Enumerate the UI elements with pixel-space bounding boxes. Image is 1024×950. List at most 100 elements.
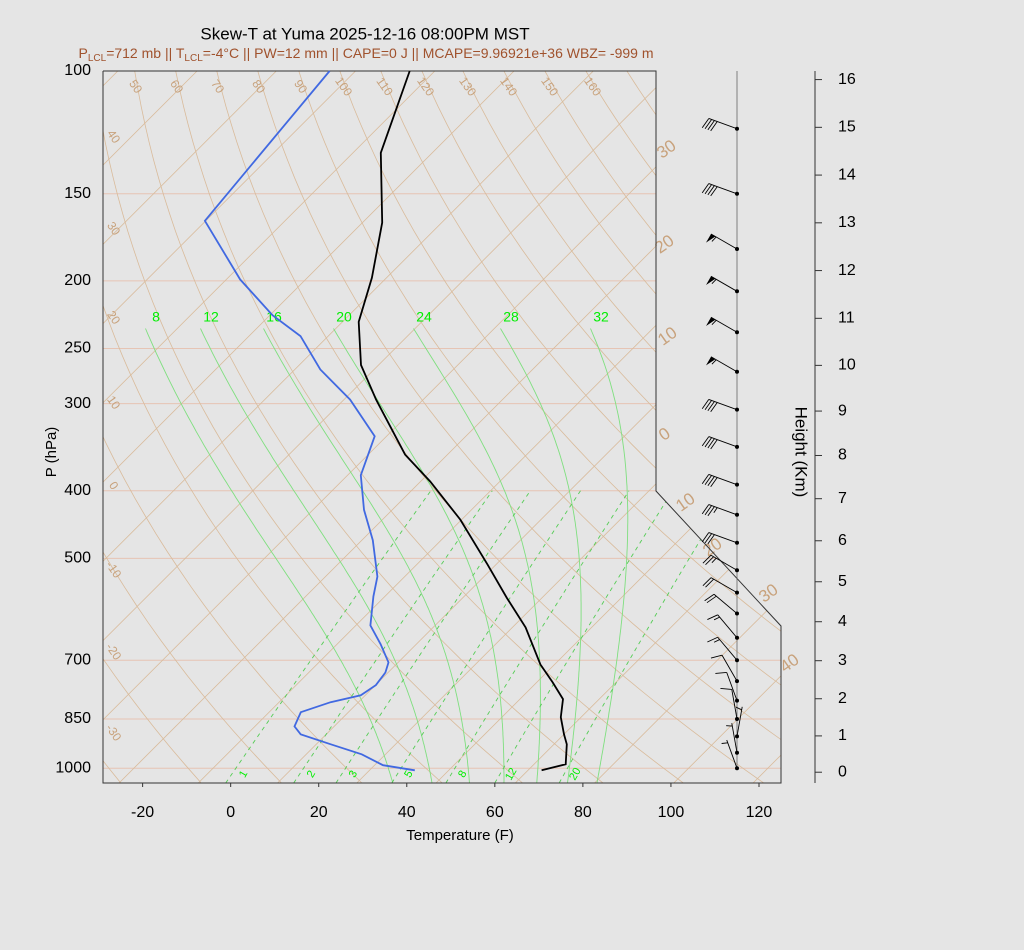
barb-dot (735, 444, 739, 449)
mixing-ratio-label: 8 (456, 769, 469, 780)
barb-staff (726, 672, 738, 701)
barb-dot (735, 540, 739, 545)
y2-tick-label: 15 (838, 119, 856, 136)
barb-dot (735, 766, 739, 771)
y2-tick-label: 3 (838, 652, 847, 669)
barb-staff (708, 473, 738, 486)
isotherm (435, 71, 781, 783)
wind-barb (701, 183, 739, 197)
x-tick-label: 60 (486, 804, 504, 821)
wind-barb (720, 687, 739, 722)
barb-dot (735, 191, 739, 196)
barb-dot (735, 246, 739, 251)
wind-barb (701, 398, 739, 413)
moist-adiabat (413, 328, 541, 783)
barb-pennant (706, 233, 716, 243)
barb-dot (735, 482, 739, 487)
barb-dot (735, 512, 739, 517)
barb-staff (710, 577, 738, 594)
y2-tick-label: 13 (838, 214, 856, 231)
barb-feather (704, 437, 712, 448)
mixing-ratio-label: 3 (347, 769, 360, 780)
barb-feather (701, 436, 710, 447)
barb-half-feather (711, 236, 717, 242)
wind-barb (701, 118, 739, 132)
barb-dot (735, 289, 739, 294)
barb-staff (736, 706, 743, 737)
barb-feather (702, 554, 712, 564)
moist-adiabat (333, 328, 505, 783)
wind-barb (706, 233, 739, 251)
barb-feather (704, 119, 712, 130)
barb-half-feather (711, 359, 717, 365)
barb-dot (735, 369, 739, 374)
barb-feather (710, 439, 718, 450)
barb-dot (735, 407, 739, 412)
y-tick-label: 150 (64, 185, 91, 202)
y-tick-label: 300 (64, 395, 91, 412)
wind-barb (701, 504, 739, 517)
moist-adiabat-label: 24 (416, 309, 432, 325)
barb-staff (717, 614, 738, 639)
barb-dot (735, 611, 739, 616)
dry-adiabat (544, 71, 781, 783)
y2-tick-label: 5 (838, 573, 847, 590)
y2-tick-label: 14 (838, 166, 856, 183)
background-lines (103, 71, 781, 783)
barb-half-feather (713, 639, 720, 643)
barb-feather (705, 556, 714, 566)
moist-adiabat-label: 12 (203, 309, 219, 325)
moist-adiabat (590, 328, 629, 783)
barb-feather (707, 120, 715, 131)
barb-dot (735, 658, 739, 663)
barb-pennant (706, 276, 716, 285)
chart-subtitle: PLCL=712 mb || TLCL=-4°C || PW=12 mm || … (78, 45, 653, 64)
barb-feather (704, 593, 715, 602)
dry-adiabat (380, 71, 781, 783)
barb-feather (706, 595, 717, 604)
barb-dot (735, 330, 739, 335)
y-tick-label: 250 (64, 340, 91, 357)
dry-adiabat (216, 71, 764, 783)
mixing-ratio-line (293, 490, 493, 783)
mixing-ratio-label: 1 (237, 769, 250, 780)
barb-half-feather (711, 319, 717, 326)
mixing-ratio-label: 20 (567, 766, 584, 783)
y-axis-label: P (hPa) (43, 427, 60, 478)
y2-tick-label: 7 (838, 490, 847, 507)
y2-tick-label: 2 (838, 690, 847, 707)
dry-adiabat (103, 71, 202, 783)
dry-adiabat (339, 71, 781, 783)
chart-title: Skew-T at Yuma 2025-12-16 08:00PM MST (200, 24, 529, 43)
mixing-ratio-line (335, 490, 531, 783)
dewpoint-profile (203, 70, 415, 772)
wind-barb (706, 356, 739, 374)
barb-feather (710, 654, 723, 659)
x-tick-label: 20 (310, 804, 328, 821)
dry-adiabat (298, 71, 781, 783)
isotherm (103, 71, 436, 783)
wind-barb (707, 636, 739, 663)
barb-feather (707, 185, 715, 196)
barb-half-feather (713, 616, 720, 621)
y-tick-label: 1000 (55, 759, 91, 776)
barb-staff (708, 532, 738, 544)
barb-feather (710, 186, 718, 197)
barb-feather (701, 399, 710, 409)
x-tick-label: -20 (131, 804, 154, 821)
wind-barb (710, 654, 739, 684)
barb-feather (701, 474, 710, 484)
barb-feather (710, 402, 718, 413)
barb-dot (735, 590, 739, 595)
barb-staff (717, 636, 738, 661)
barb-half-feather (721, 742, 728, 744)
y-tick-label: 100 (64, 62, 91, 79)
barb-half-feather (735, 706, 742, 711)
wind-barb (735, 706, 743, 739)
barb-feather (701, 118, 710, 129)
moist-adiabat (263, 328, 471, 783)
mixing-ratio-label: 5 (402, 769, 415, 780)
isotherm (103, 71, 277, 783)
